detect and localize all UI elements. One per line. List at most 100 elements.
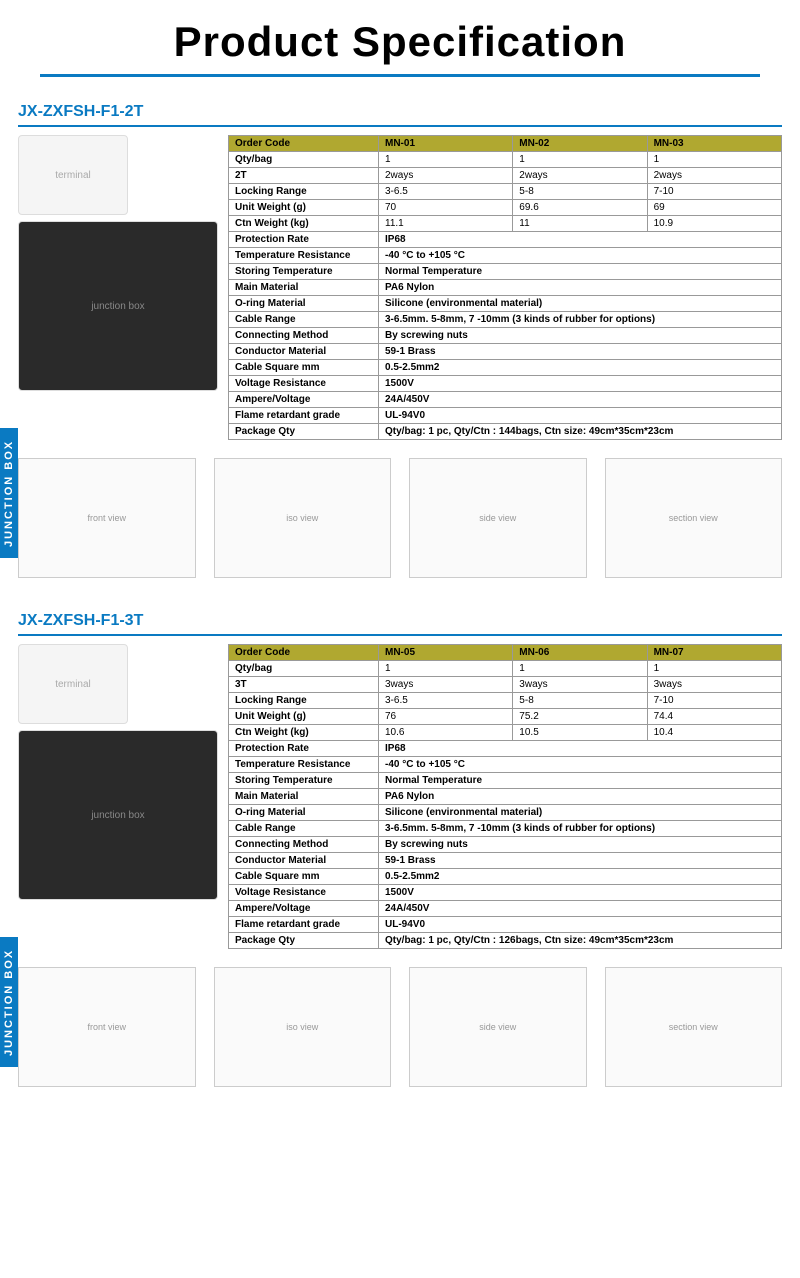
cell: UL-94V0: [379, 917, 782, 933]
row-label: Flame retardant grade: [229, 917, 379, 933]
cell: 3-6.5: [379, 693, 513, 709]
row-label: Package Qty: [229, 424, 379, 440]
table-row: Flame retardant gradeUL-94V0: [229, 408, 782, 424]
row-label: Storing Temperature: [229, 264, 379, 280]
cell: 0.5-2.5mm2: [379, 360, 782, 376]
cell: IP68: [379, 232, 782, 248]
spec-table: Order CodeMN-01MN-02MN-03Qty/bag1112T 2wa…: [228, 135, 782, 440]
row-label: Flame retardant grade: [229, 408, 379, 424]
row-label: Conductor Material: [229, 853, 379, 869]
cell: -40 °C to +105 °C: [379, 248, 782, 264]
row-label: Qty/bag: [229, 661, 379, 677]
row-label: Ampere/Voltage: [229, 901, 379, 917]
table-row: Storing TemperatureNormal Temperature: [229, 773, 782, 789]
cell: 1: [513, 661, 647, 677]
cell: 10.5: [513, 725, 647, 741]
cell: 5-8: [513, 693, 647, 709]
side-tab-junction-box: JUNCTION BOX: [0, 428, 18, 558]
table-header-cell: Order Code: [229, 645, 379, 661]
front-view-drawing: front view: [18, 458, 196, 578]
table-row: Locking Range3-6.55-87-10: [229, 693, 782, 709]
cell: 24A/450V: [379, 392, 782, 408]
table-header-cell: MN-01: [379, 136, 513, 152]
table-header-cell: MN-03: [647, 136, 781, 152]
row-label: Voltage Resistance: [229, 376, 379, 392]
table-row: 2T2ways2ways2ways: [229, 168, 782, 184]
table-row: Protection RateIP68: [229, 232, 782, 248]
table-row: Cable Range3-6.5mm. 5-8mm, 7 -10mm (3 ki…: [229, 312, 782, 328]
cell: PA6 Nylon: [379, 789, 782, 805]
row-label: Cable Range: [229, 821, 379, 837]
table-row: Cable Range3-6.5mm. 5-8mm, 7 -10mm (3 ki…: [229, 821, 782, 837]
cell: PA6 Nylon: [379, 280, 782, 296]
row-label: 2T: [229, 168, 379, 184]
row-label: Main Material: [229, 789, 379, 805]
cell: IP68: [379, 741, 782, 757]
table-row: Ctn Weight (kg)10.610.510.4: [229, 725, 782, 741]
iso-view-drawing: iso view: [214, 967, 392, 1087]
side-view-drawing: side view: [409, 458, 587, 578]
table-row: Cable Square mm0.5-2.5mm2: [229, 360, 782, 376]
cell: 69: [647, 200, 781, 216]
cell: 10.6: [379, 725, 513, 741]
cell: 69.6: [513, 200, 647, 216]
table-row: Qty/bag111: [229, 152, 782, 168]
row-label: Locking Range: [229, 184, 379, 200]
table-header-cell: MN-05: [379, 645, 513, 661]
table-row: Protection RateIP68: [229, 741, 782, 757]
table-row: Unit Weight (g)7675.274.4: [229, 709, 782, 725]
junction-box-image: junction box: [18, 221, 218, 391]
table-row: Conductor Material59-1 Brass: [229, 344, 782, 360]
table-row: Qty/bag111: [229, 661, 782, 677]
table-row: Package QtyQty/bag: 1 pc, Qty/Ctn : 144b…: [229, 424, 782, 440]
cell: -40 °C to +105 °C: [379, 757, 782, 773]
table-header-cell: MN-06: [513, 645, 647, 661]
cell: 75.2: [513, 709, 647, 725]
table-header-cell: Order Code: [229, 136, 379, 152]
table-row: Connecting MethodBy screwing nuts: [229, 328, 782, 344]
title-underline: [40, 74, 760, 77]
cell: 74.4: [647, 709, 781, 725]
table-header-cell: MN-07: [647, 645, 781, 661]
front-view-drawing: front view: [18, 967, 196, 1087]
cell: 3ways: [647, 677, 781, 693]
page-title: Product Specification: [0, 0, 800, 74]
junction-box-image: junction box: [18, 730, 218, 900]
cell: 10.4: [647, 725, 781, 741]
cell: 10.9: [647, 216, 781, 232]
spec-table: Order CodeMN-05MN-06MN-07Qty/bag1113T3wa…: [228, 644, 782, 949]
cell: 3-6.5: [379, 184, 513, 200]
cell: 1: [647, 152, 781, 168]
iso-view-drawing: iso view: [214, 458, 392, 578]
cell: 3-6.5mm. 5-8mm, 7 -10mm (3 kinds of rubb…: [379, 312, 782, 328]
cell: UL-94V0: [379, 408, 782, 424]
cell: 7-10: [647, 693, 781, 709]
table-header-cell: MN-02: [513, 136, 647, 152]
terminal-block-image: terminal: [18, 644, 128, 724]
cell: 1500V: [379, 885, 782, 901]
cell: By screwing nuts: [379, 837, 782, 853]
row-label: Connecting Method: [229, 837, 379, 853]
model-name: JX-ZXFSH-F1-3T: [18, 608, 782, 636]
cell: 1: [379, 152, 513, 168]
cell: 2ways: [513, 168, 647, 184]
cell: 5-8: [513, 184, 647, 200]
section-view-drawing: section view: [605, 458, 783, 578]
cell: 11.1: [379, 216, 513, 232]
cell: Silicone (environmental material): [379, 805, 782, 821]
row-label: Locking Range: [229, 693, 379, 709]
row-label: Ctn Weight (kg): [229, 725, 379, 741]
cell: Silicone (environmental material): [379, 296, 782, 312]
cell: 1: [513, 152, 647, 168]
row-label: Temperature Resistance: [229, 757, 379, 773]
table-row: Cable Square mm0.5-2.5mm2: [229, 869, 782, 885]
table-row: Ampere/Voltage24A/450V: [229, 901, 782, 917]
cell: 7-10: [647, 184, 781, 200]
table-row: 3T3ways3ways3ways: [229, 677, 782, 693]
cell: 1500V: [379, 376, 782, 392]
row-label: Storing Temperature: [229, 773, 379, 789]
cell: 0.5-2.5mm2: [379, 869, 782, 885]
cell: 59-1 Brass: [379, 344, 782, 360]
table-row: O-ring MaterialSilicone (environmental m…: [229, 296, 782, 312]
row-label: Protection Rate: [229, 232, 379, 248]
